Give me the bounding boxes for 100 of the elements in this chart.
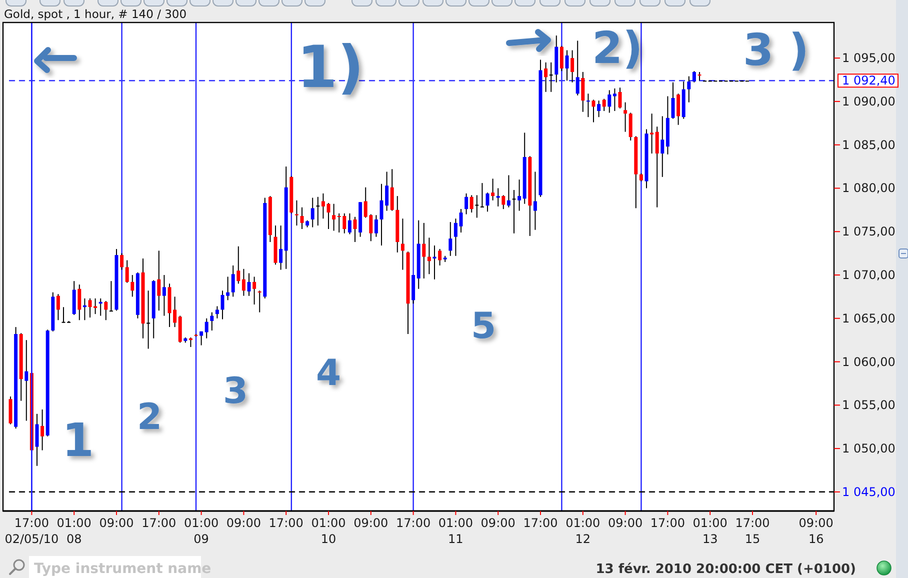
candlestick (597, 100, 601, 118)
candlestick (348, 212, 352, 235)
x-tick-label: 09:00 (354, 516, 388, 530)
x-tick-label: 01:00 10 (311, 516, 346, 546)
candlestick (576, 40, 580, 96)
candlestick (215, 306, 219, 319)
candlestick (162, 274, 166, 316)
candlestick (94, 298, 98, 315)
candlestick (464, 192, 468, 215)
annotation: 1) (297, 33, 364, 101)
y-tick-label: 1 095,00 (842, 51, 896, 66)
candlestick (533, 171, 537, 230)
candlestick (210, 312, 214, 332)
candlestick (40, 408, 44, 451)
x-tick-label: 17:00 (523, 516, 558, 530)
x-tick-label: 01:00 11 (438, 516, 473, 546)
candlestick (676, 93, 680, 126)
ref-line-label: 1 092,40 (842, 74, 896, 88)
annotation: 3 (223, 371, 248, 412)
candlestick (258, 290, 262, 313)
y-tick-label: 1 085,00 (842, 138, 896, 152)
candlestick (125, 260, 129, 284)
x-tick-label: 09:00 (608, 516, 643, 530)
x-tick-label: 17:00 02/05/10 (4, 516, 59, 546)
candlestick (602, 98, 606, 112)
text: Type instrument name (34, 561, 212, 577)
x-tick-label: 01:00 09 (184, 516, 219, 546)
candlestick (56, 294, 60, 321)
candlestick (310, 197, 314, 228)
candlestick (332, 203, 336, 232)
chart-title: Gold, spot , 1 hour, # 140 / 300 (4, 7, 187, 21)
candlestick (502, 194, 506, 210)
candlestick (236, 246, 240, 284)
candlestick (374, 214, 378, 238)
x-tick-label: 17:00 (650, 516, 685, 530)
x-tick-label: 01:00 12 (566, 516, 600, 546)
candlestick (454, 218, 458, 256)
candlestick (655, 126, 659, 208)
candlestick (422, 222, 426, 279)
x-tick-label: 01:00 08 (56, 516, 92, 546)
candlestick (279, 225, 283, 270)
y-tick-label: 1 050,00 (842, 442, 896, 456)
candlestick (544, 62, 548, 92)
x-tick-label: 09:00 (480, 516, 516, 530)
candlestick (104, 300, 108, 321)
candlestick (624, 102, 628, 132)
x-tick-label: 17:00 (396, 516, 431, 530)
candlestick (506, 174, 510, 208)
candlestick (560, 45, 564, 72)
candlestick (628, 112, 632, 142)
candlestick (400, 218, 404, 270)
y-tick-label: 1 080,00 (842, 181, 896, 196)
candlestick (231, 264, 235, 298)
candlestick (130, 274, 134, 298)
candlestick (24, 340, 28, 422)
y-tick-label: 1 055,00 (842, 398, 896, 412)
ref-line-label: 1 045,00 (842, 484, 896, 499)
candlestick (549, 62, 553, 92)
candlestick (316, 196, 320, 226)
candlestick (321, 192, 325, 220)
candlestick (496, 188, 500, 207)
x-tick-label: 09:00 (99, 516, 134, 530)
candlestick (78, 284, 82, 321)
candlestick (586, 93, 590, 118)
candlestick (157, 250, 161, 312)
candlestick (120, 252, 124, 270)
x-tick-label: 01:00 13 (692, 516, 728, 546)
candlestick (226, 276, 230, 301)
candlestick (480, 182, 484, 208)
candlestick (200, 330, 204, 346)
x-tick-label: 09:00 16 (798, 516, 834, 546)
candlestick (173, 296, 177, 328)
candlestick (612, 88, 616, 112)
candlestick (385, 171, 389, 212)
candlestick (204, 318, 208, 339)
y-tick-label: 1 075,00 (842, 224, 896, 239)
candlestick (438, 248, 442, 266)
candlestick (252, 276, 256, 305)
y-tick-label: 1 060,00 (842, 354, 896, 369)
candlestick (448, 222, 452, 256)
candlestick (660, 116, 664, 178)
candlestick (294, 200, 298, 226)
x-tick-label: 09:00 (226, 516, 261, 530)
x-tick-label: 17:00 (268, 516, 304, 530)
candlestick (146, 290, 150, 350)
annotation: 4 (316, 353, 342, 394)
candlestick (687, 76, 691, 103)
candlestick (581, 71, 585, 112)
annotation: 2) (592, 23, 643, 74)
y-tick-label: 1 070,00 (842, 268, 896, 282)
candlestick (242, 268, 246, 296)
candlestick (390, 168, 394, 212)
annotation: 1 (62, 413, 94, 467)
annotation: 5 (471, 306, 496, 347)
candlestick (570, 50, 574, 83)
candlestick (608, 90, 612, 114)
text: 13 févr. 2010 20:00:00 CET (+0100) (596, 562, 856, 577)
x-tick-label: 17:00 (142, 516, 176, 530)
candlestick (427, 237, 431, 275)
x-tick-label: 17:00 15 (735, 516, 770, 546)
